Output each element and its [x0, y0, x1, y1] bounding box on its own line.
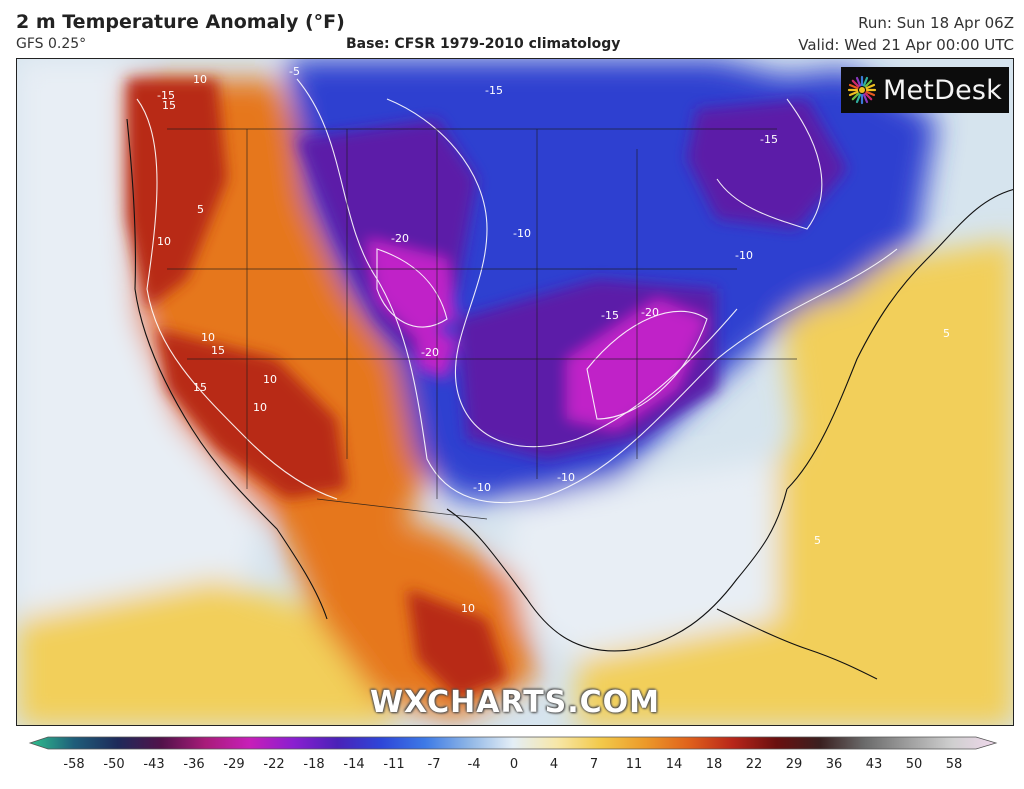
color-scale-tick-label: -22: [263, 757, 285, 772]
logo-ray: [862, 76, 869, 87]
color-scale-tick-label: 58: [945, 757, 963, 772]
color-scale: -58 -50 -43 -36 -29 -22 -18 -14 -11 -7 -4 0 4 7 11 14 18…: [0, 735, 1024, 789]
contour-label: 5: [197, 203, 204, 216]
logo-ray: [851, 79, 860, 88]
color-scale-tick-label: -50: [103, 757, 125, 772]
logo-ray: [855, 76, 862, 87]
atlantic-coastline: [786, 189, 1013, 490]
color-scale-tick-label: 50: [905, 757, 923, 772]
contour-label: -20: [641, 306, 659, 319]
contour-label: 10: [461, 602, 475, 615]
logo-ray: [865, 90, 876, 97]
contour-lines: [136, 78, 898, 504]
color-scale-tick-label: 29: [785, 757, 803, 772]
chart-title: 2 m Temperature Anomaly (°F): [16, 11, 345, 33]
color-scale-tick-label: 18: [705, 757, 723, 772]
color-scale-tick-label: -4: [467, 757, 481, 772]
logo-ray: [864, 79, 873, 88]
contour-minus10: [296, 78, 898, 504]
color-scale-tick-label: 36: [825, 757, 843, 772]
metdesk-logo: MetDesk: [841, 67, 1009, 113]
run-time-label: Run: Sun 18 Apr 06Z: [858, 14, 1014, 32]
contour-label: -15: [485, 84, 503, 97]
contour-label: -10: [513, 227, 531, 240]
color-scale-tick-label: -36: [183, 757, 205, 772]
contour-label: -15: [601, 309, 619, 322]
metdesk-logo-text: MetDesk: [883, 74, 1002, 106]
pacific-coastline: [126, 118, 328, 620]
color-scale-tick-label: -14: [343, 757, 365, 772]
model-label: GFS 0.25°: [16, 36, 87, 52]
contour-label: -10: [557, 471, 575, 484]
anomaly-map: -15 -5 -15 -15 -20 -10 -10 -15 -20 -20 -…: [16, 58, 1014, 726]
contour-minus20-b: [586, 310, 708, 420]
contour-label: 15: [193, 381, 207, 394]
color-scale-tick-label: -11: [383, 757, 405, 772]
cuba-coastline: [716, 608, 878, 680]
contour-minus15: [386, 98, 738, 448]
contour-label: -15: [760, 133, 778, 146]
coastlines: [126, 118, 1013, 680]
color-scale-tick-label: 7: [589, 757, 599, 772]
color-scale-gradient: [28, 736, 998, 750]
color-scale-bar: [28, 736, 998, 750]
logo-ray: [851, 92, 860, 101]
starburst-logo-icon: [847, 75, 877, 105]
color-scale-tick-label: 11: [625, 757, 643, 772]
logo-ray: [862, 93, 869, 104]
color-scale-tick-label: -7: [427, 757, 441, 772]
contour-minus15-ne: [716, 98, 823, 230]
map-canvas: -15 -5 -15 -15 -20 -10 -10 -15 -20 -20 -…: [17, 59, 1013, 725]
color-scale-tick-label: -29: [223, 757, 245, 772]
contour-label: -10: [735, 249, 753, 262]
color-scale-tick-label: -58: [63, 757, 85, 772]
us-mexico-border: [316, 498, 488, 520]
color-scale-tick-label: 43: [865, 757, 883, 772]
climatology-base-label: Base: CFSR 1979-2010 climatology: [346, 36, 621, 52]
contour-label: 10: [193, 73, 207, 86]
contour-label: 10: [263, 373, 277, 386]
contour-label: 5: [814, 534, 821, 547]
logo-ray: [864, 92, 873, 101]
wxcharts-watermark: WXCHARTS.COM: [369, 685, 661, 720]
contour-label: 10: [201, 331, 215, 344]
logo-ray: [848, 83, 859, 90]
contour-label: -10: [473, 481, 491, 494]
contour-labels: -15 -5 -15 -15 -20 -10 -10 -15 -20 -20 -…: [157, 65, 950, 615]
contour-label: 15: [162, 99, 176, 112]
logo-ray: [848, 90, 859, 97]
contour-minus20-a: [376, 248, 448, 328]
color-scale-tick-label: -43: [143, 757, 165, 772]
contour-label: 10: [157, 235, 171, 248]
valid-time-label: Valid: Wed 21 Apr 00:00 UTC: [798, 36, 1014, 54]
logo-ray: [855, 93, 862, 104]
color-scale-tick-label: 22: [745, 757, 763, 772]
color-scale-tick-label: 0: [509, 757, 519, 772]
contour-label: -5: [289, 65, 300, 78]
contour-label: -20: [391, 232, 409, 245]
contour-label: -15: [157, 89, 175, 102]
contour-label: 15: [211, 344, 225, 357]
color-scale-tick-label: 14: [665, 757, 683, 772]
contour-label: 5: [943, 327, 950, 340]
contour-plus10: [136, 98, 338, 500]
contour-label: -20: [421, 346, 439, 359]
logo-ray: [865, 83, 876, 90]
color-scale-tick-label: 4: [549, 757, 559, 772]
color-scale-tick-label: -18: [303, 757, 325, 772]
gulf-coastline: [446, 488, 788, 652]
state-borders: [167, 128, 797, 520]
contour-label: 10: [253, 401, 267, 414]
